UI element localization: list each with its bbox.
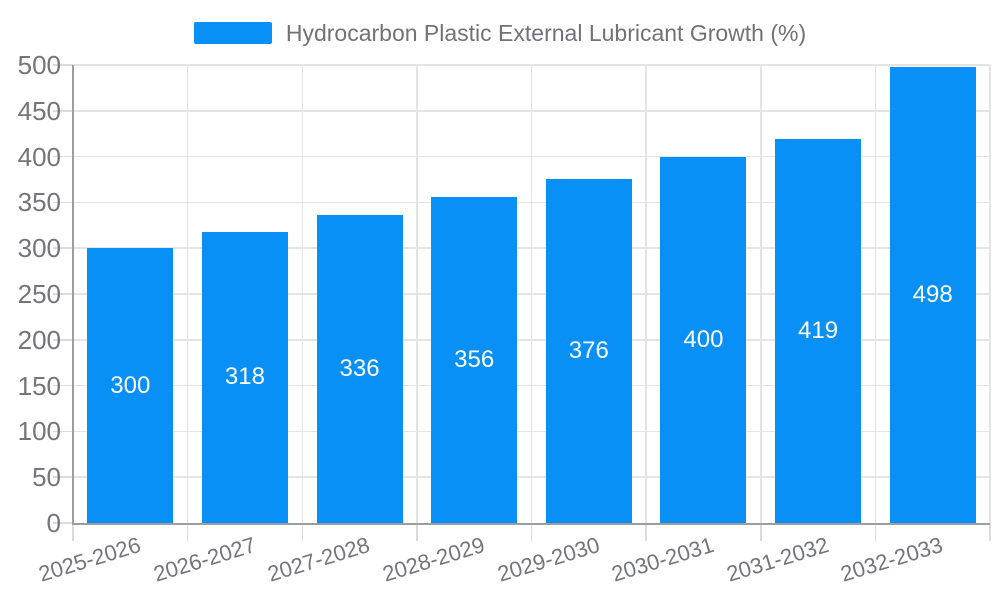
y-axis-tick — [53, 339, 73, 341]
bar[interactable] — [87, 248, 174, 523]
y-tick-label: 0 — [46, 508, 61, 538]
gridline — [530, 65, 533, 523]
legend[interactable]: Hydrocarbon Plastic External Lubricant G… — [0, 18, 1000, 48]
y-axis-tick — [53, 155, 73, 158]
gridline — [874, 65, 877, 523]
bar[interactable] — [316, 215, 403, 523]
y-tick-label: 300 — [17, 233, 61, 264]
x-tick-label: 2025-2026 — [35, 532, 144, 587]
x-axis-tick — [645, 523, 647, 541]
gridline — [416, 65, 418, 523]
y-axis-tick — [53, 247, 73, 249]
bar[interactable] — [775, 139, 862, 523]
x-axis-tick — [530, 523, 533, 541]
y-tick-label: 450 — [17, 95, 61, 126]
y-axis-tick — [53, 522, 73, 524]
bar-value-label: 336 — [339, 355, 380, 383]
bar[interactable] — [431, 196, 518, 523]
legend-label[interactable]: Hydrocarbon Plastic External Lubricant G… — [285, 19, 807, 46]
y-axis-tick — [53, 293, 73, 295]
gridline — [645, 65, 647, 523]
x-tick-label: 2029-2030 — [494, 532, 603, 587]
x-axis-tick — [416, 523, 418, 541]
x-axis-tick — [874, 523, 877, 541]
bar-value-label: 300 — [110, 371, 151, 399]
legend-swatch[interactable] — [193, 22, 272, 44]
y-axis-tick — [53, 384, 73, 387]
bar[interactable] — [545, 178, 632, 523]
y-axis-tick — [53, 476, 73, 478]
y-axis-tick — [53, 64, 73, 66]
bar-value-label: 356 — [454, 345, 495, 373]
y-tick-label: 150 — [17, 370, 61, 401]
x-axis-line — [73, 523, 990, 525]
gridline — [186, 65, 189, 523]
x-tick-label: 2028-2029 — [379, 532, 488, 587]
y-tick-label: 200 — [17, 324, 61, 355]
y-axis-tick — [53, 201, 73, 204]
x-axis-tick — [989, 523, 991, 541]
gridline — [989, 65, 991, 523]
y-tick-label: 250 — [17, 279, 61, 309]
y-tick-label: 100 — [17, 416, 61, 447]
gridline — [301, 65, 303, 523]
y-tick-label: 400 — [17, 141, 61, 172]
x-tick-label: 2027-2028 — [264, 532, 373, 587]
bar[interactable] — [660, 156, 747, 523]
x-tick-label: 2031-2032 — [723, 532, 832, 587]
x-tick-label: 2026-2027 — [150, 532, 259, 587]
y-axis-tick — [53, 430, 73, 433]
y-tick-label: 350 — [17, 187, 61, 218]
x-tick-label: 2030-2031 — [608, 532, 717, 587]
x-axis-tick — [186, 523, 189, 541]
bar-value-label: 498 — [912, 280, 953, 308]
x-axis-tick — [760, 523, 762, 541]
bar[interactable] — [201, 231, 288, 523]
y-axis-line — [72, 65, 74, 525]
y-tick-label: 50 — [32, 462, 61, 493]
x-tick-label: 2032-2033 — [838, 532, 946, 587]
y-tick-label: 500 — [17, 50, 61, 80]
bar[interactable] — [889, 66, 976, 523]
y-axis-tick — [53, 110, 73, 112]
x-axis-tick — [301, 523, 303, 541]
bar-value-label: 400 — [683, 325, 724, 353]
gridline — [760, 65, 762, 523]
bar-value-label: 318 — [224, 363, 265, 391]
bar-value-label: 376 — [568, 336, 609, 364]
x-axis-tick — [72, 523, 74, 541]
bar-value-label: 419 — [798, 317, 839, 345]
